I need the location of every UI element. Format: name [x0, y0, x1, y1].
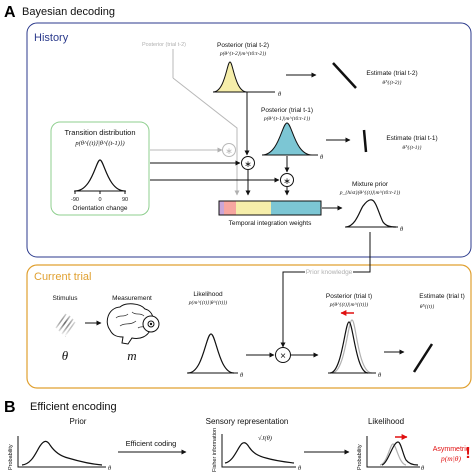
posterior-t2-gray-label: Posterior (trial t-2)	[142, 42, 186, 48]
posterior-t-label: Posterior (trial t)	[326, 293, 372, 300]
posterior-t1-formula: p(θ^{t-1}|m^{t0:t-1})	[263, 115, 311, 122]
svg-text:0: 0	[98, 197, 101, 203]
brain-eye-icon	[106, 303, 160, 345]
estimate-t-line	[412, 343, 434, 373]
svg-text:θ: θ	[378, 372, 382, 379]
history-box	[26, 22, 472, 258]
svg-text:θ: θ	[421, 465, 425, 472]
b-sensory-curve	[224, 442, 295, 464]
estimate-t1-symbol: θ̂^{(t-1)}	[402, 144, 422, 151]
current-trial-title: Current trial	[34, 271, 91, 283]
svg-text:θ: θ	[108, 465, 112, 472]
b-likelihood-label: Likelihood	[368, 417, 404, 426]
posterior-t2-formula: p(θ^{t-2}|m^{t0:t-2})	[219, 50, 267, 57]
mixture-label: Mixture prior	[352, 181, 389, 188]
svg-text:∗: ∗	[225, 146, 233, 156]
svg-text:θ: θ	[400, 226, 404, 233]
weights-bar	[218, 200, 322, 216]
b-sensory-ylabel: Fisher information	[212, 428, 218, 472]
svg-text:-90: -90	[71, 197, 79, 203]
transition-formula: p(θ^{(t)}|θ^{(t-1)})	[74, 140, 124, 147]
weight-segment-2	[224, 201, 236, 215]
svg-text:θ: θ	[298, 465, 302, 472]
panel-b-letter: B	[4, 399, 16, 416]
svg-text:θ: θ	[240, 372, 244, 379]
b-likelihood-curve	[381, 441, 419, 466]
b-likelihood-ylabel: Probability	[357, 444, 363, 470]
gabor-stimulus	[52, 310, 78, 337]
svg-text:90: 90	[122, 197, 128, 203]
b-likelihood-gray-curve	[379, 443, 407, 466]
posterior-t-formula: p(θ^{(t)}|m^{(t)})	[329, 301, 369, 308]
asymmetric-mark: !	[465, 445, 470, 462]
estimate-t-label: Estimate (trial t)	[419, 293, 465, 300]
svg-text:∗: ∗	[244, 159, 252, 169]
panel-a-title: Bayesian decoding	[22, 6, 115, 18]
multiply-node	[275, 347, 291, 363]
posterior-t2-curve	[212, 61, 248, 93]
stimulus-label: Stimulus	[53, 295, 79, 302]
transition-curve	[74, 159, 126, 192]
estimate-t2-label: Estimate (trial t-2)	[366, 70, 417, 77]
mixture-curve	[345, 199, 397, 228]
estimate-t1-label: Estimate (trial t-1)	[386, 135, 437, 142]
star-node-2	[280, 173, 294, 187]
panel-b-title: Efficient encoding	[30, 401, 117, 413]
svg-text:θ: θ	[278, 91, 282, 98]
posterior-t1-curve	[261, 122, 313, 156]
weight-segment-1	[219, 201, 224, 215]
prior-knowledge-label: Prior knowledge	[306, 269, 353, 276]
transition-title: Transition distribution	[64, 128, 135, 137]
b-prior-ylabel: Probability	[8, 444, 14, 470]
history-title: History	[34, 32, 69, 44]
likelihood-label: Likelihood	[193, 291, 223, 298]
efficient-coding-label: Efficient coding	[126, 439, 177, 448]
b-sensory-curve-label: √J(θ)	[258, 434, 272, 442]
measurement-symbol: m	[127, 348, 136, 363]
svg-text:∗: ∗	[283, 176, 291, 186]
measurement-label: Measurement	[112, 295, 152, 302]
weight-segment-3	[236, 201, 271, 215]
svg-text:×: ×	[280, 351, 286, 362]
mixture-formula: p_{hist}(θ^{(t)}|m^{t0:t-1})	[339, 189, 401, 196]
b-prior-curve	[21, 440, 103, 466]
asymmetric-formula: p(m|θ)	[440, 454, 461, 463]
estimate-t-symbol: θ̂^{(t)}	[420, 303, 435, 310]
transition-box	[50, 121, 150, 216]
stimulus-symbol: θ	[62, 348, 69, 363]
posterior-t-gray-curve	[331, 319, 373, 374]
panel-a-letter: A	[4, 4, 16, 21]
posterior-t-curve	[329, 321, 369, 374]
transition-xlabel: Orientation change	[73, 205, 128, 212]
weight-segment-4	[271, 201, 321, 215]
weights-label: Temporal integration weights	[229, 220, 312, 227]
b-prior-label: Prior	[70, 417, 87, 426]
current-trial-box	[26, 264, 472, 389]
gray-star-node	[222, 143, 236, 157]
likelihood-curve	[187, 333, 235, 374]
asymmetric-label: Asymmetric	[433, 446, 470, 453]
posterior-t2-label: Posterior (trial t-2)	[217, 42, 269, 49]
svg-text:θ: θ	[320, 154, 324, 161]
star-node-1	[241, 156, 255, 170]
posterior-t1-label: Posterior (trial t-1)	[261, 107, 313, 114]
estimate-t2-line	[332, 62, 357, 89]
estimate-t1-line	[362, 129, 368, 153]
b-sensory-label: Sensory representation	[206, 417, 289, 426]
estimate-t2-symbol: θ̂^{(t-2)}	[382, 79, 402, 86]
likelihood-formula: p(m^{(t)}|θ^{(t)})	[188, 299, 228, 306]
